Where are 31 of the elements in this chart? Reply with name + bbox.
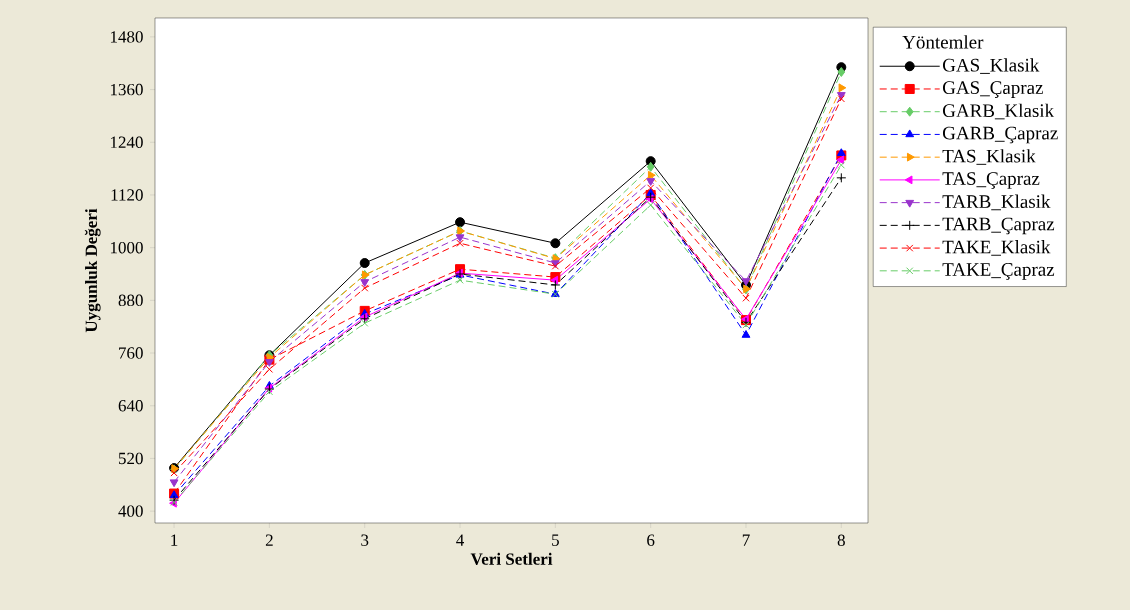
y-tick-label: 1120 bbox=[111, 189, 143, 201]
x-tick-label: 1 bbox=[171, 534, 178, 546]
legend-label: TAKE_Klasik bbox=[942, 240, 1051, 256]
y-tick-label: 1480 bbox=[110, 31, 143, 43]
y-tick-label: 880 bbox=[118, 294, 143, 307]
y-tick-label: 640 bbox=[118, 400, 143, 412]
x-tick-label: 8 bbox=[837, 534, 845, 546]
x-tick-label: 4 bbox=[456, 534, 465, 546]
x-tick-label: 2 bbox=[265, 534, 273, 546]
legend-label: TAKE_Çapraz bbox=[942, 263, 1055, 280]
x-tick-label: 6 bbox=[647, 534, 655, 546]
legend-title: Yöntemler bbox=[902, 35, 984, 49]
y-tick-label: 1360 bbox=[110, 83, 143, 96]
x-tick-label: 7 bbox=[742, 534, 750, 546]
y-tick-label: 400 bbox=[118, 505, 143, 517]
x-tick-label: 3 bbox=[361, 534, 369, 546]
legend-label: GAS_Çapraz bbox=[942, 81, 1043, 98]
legend-label: TAS_Çapraz bbox=[942, 172, 1040, 189]
y-tick-label: 520 bbox=[118, 452, 143, 465]
legend-label: GARB_Klasik bbox=[942, 103, 1055, 120]
y-axis-title: Uygunluk Değeri bbox=[84, 208, 101, 333]
y-tick-label: 760 bbox=[119, 347, 143, 359]
legend-label: GAS_Klasik bbox=[942, 58, 1040, 74]
y-tick-label: 1240 bbox=[110, 136, 143, 149]
y-tick-label: 1000 bbox=[110, 241, 143, 254]
legend-label: TARB_Klasik bbox=[942, 194, 1051, 211]
legend-label: GARB_Çapraz bbox=[942, 126, 1058, 144]
x-tick-label: 5 bbox=[552, 534, 559, 546]
x-axis-title: Veri Setleri bbox=[470, 552, 553, 565]
legend-label: TARB_Çapraz bbox=[942, 217, 1055, 235]
legend-label: TAS_Klasik bbox=[942, 149, 1036, 165]
